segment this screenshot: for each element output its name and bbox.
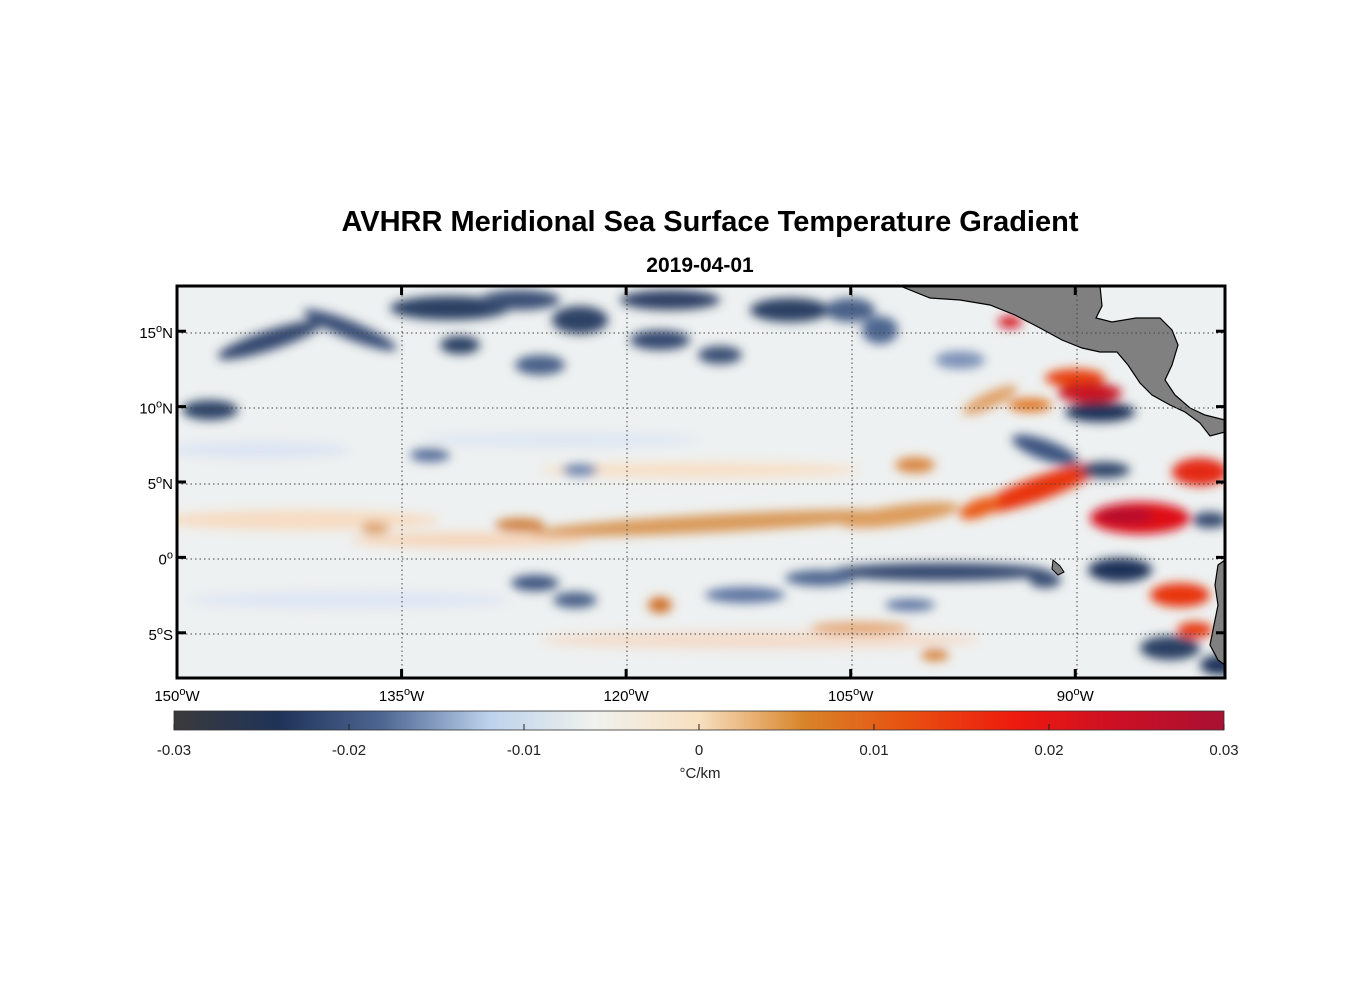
field-patch [1011,434,1079,466]
colorbar-tick-label: 0.03 [1209,742,1238,759]
field-patch [1177,622,1213,638]
lon-tick-label: 105oW [828,686,874,705]
ocean-gulf [1095,286,1225,421]
galapagos-island [1051,559,1065,576]
field-patch [440,336,480,354]
field-patch [1058,383,1122,403]
map-date: 2019-04-01 [646,254,754,277]
south-america-land [1209,559,1225,666]
central-america-land [899,286,1225,437]
field-patch [530,509,910,537]
colorbar-tick-label: -0.02 [332,742,366,759]
field-patch [648,597,672,613]
colorbar-tick-label: -0.03 [157,742,191,759]
lat-tick-label: 10oN [139,399,173,418]
field-patch [1172,458,1225,486]
lat-tick-label: 5oN [148,474,173,493]
lat-tick-label: 15oN [139,323,173,342]
colorbar-unit: °C/km [680,765,721,782]
lon-tick-label: 150oW [154,686,200,705]
field-patch [698,346,742,364]
field-patch [1008,398,1052,412]
field-patch [935,351,985,369]
field-patch [620,290,720,310]
field-patch [182,400,238,420]
field-patch [895,457,935,473]
field-patch [1192,512,1225,528]
field-patch [962,385,1018,415]
field-patch [630,330,690,350]
field-patch [350,532,590,548]
field-patch [511,575,559,591]
field-patch [1080,462,1130,478]
field-patch [830,563,1050,581]
lon-tick-label: 120oW [603,686,649,705]
colorbar-tick-label: 0 [695,742,703,759]
field-patch [885,599,935,611]
lat-tick-label: 5oS [149,625,173,644]
colorbar-tick-label: -0.01 [507,742,541,759]
field-patch [217,320,323,360]
field-patch [495,518,545,532]
graticule [177,286,1225,678]
field-patch [705,587,785,603]
lon-ticks: 150oW 135oW 120oW 105oW 90oW [154,286,1095,705]
field-patch [862,316,898,344]
field-patch [390,296,510,320]
field-patch [1045,369,1105,387]
field-patch [540,631,980,649]
field-patch [303,309,397,351]
field-patch [998,316,1022,328]
lat-tick-label: 0o [159,549,173,568]
colorbar-tick-label: 0.01 [859,742,888,759]
field-patch [750,298,830,322]
field-patch [177,441,350,459]
lat-ticks: 15oN 10oN 5oN 0o 5oS [139,323,1225,644]
field-patch [420,432,700,448]
lon-tick-label: 135oW [379,686,425,705]
colorbar-tick-label: 0.02 [1034,742,1063,759]
field-patch [553,592,597,608]
field-patch [1097,508,1153,524]
field-patch [177,510,440,530]
field-patch [480,290,560,310]
field-patch [190,591,510,609]
gradient-field [177,290,1225,675]
field-patch [785,570,855,586]
field-patch [1029,572,1061,588]
field-patch [840,502,960,528]
field-patch [361,522,389,534]
field-patch [825,298,875,322]
field-patch [515,355,565,375]
field-patch [552,306,608,334]
field-patch [921,649,949,661]
field-patch [1150,583,1210,607]
field-patch [1065,402,1135,422]
map-title: AVHRR Meridional Sea Surface Temperature… [341,206,1079,238]
field-patch [1140,636,1200,660]
field-patch [540,462,860,478]
colorbar-ticks: -0.03 -0.02 -0.01 0 0.01 0.02 0.03 [157,724,1239,759]
field-patch [978,463,1102,513]
field-patch [810,622,910,634]
field-patch [410,448,450,462]
field-patch [959,496,1001,520]
field-patch [1088,558,1152,582]
lon-tick-label: 90oW [1057,686,1095,705]
field-patch [562,464,598,476]
